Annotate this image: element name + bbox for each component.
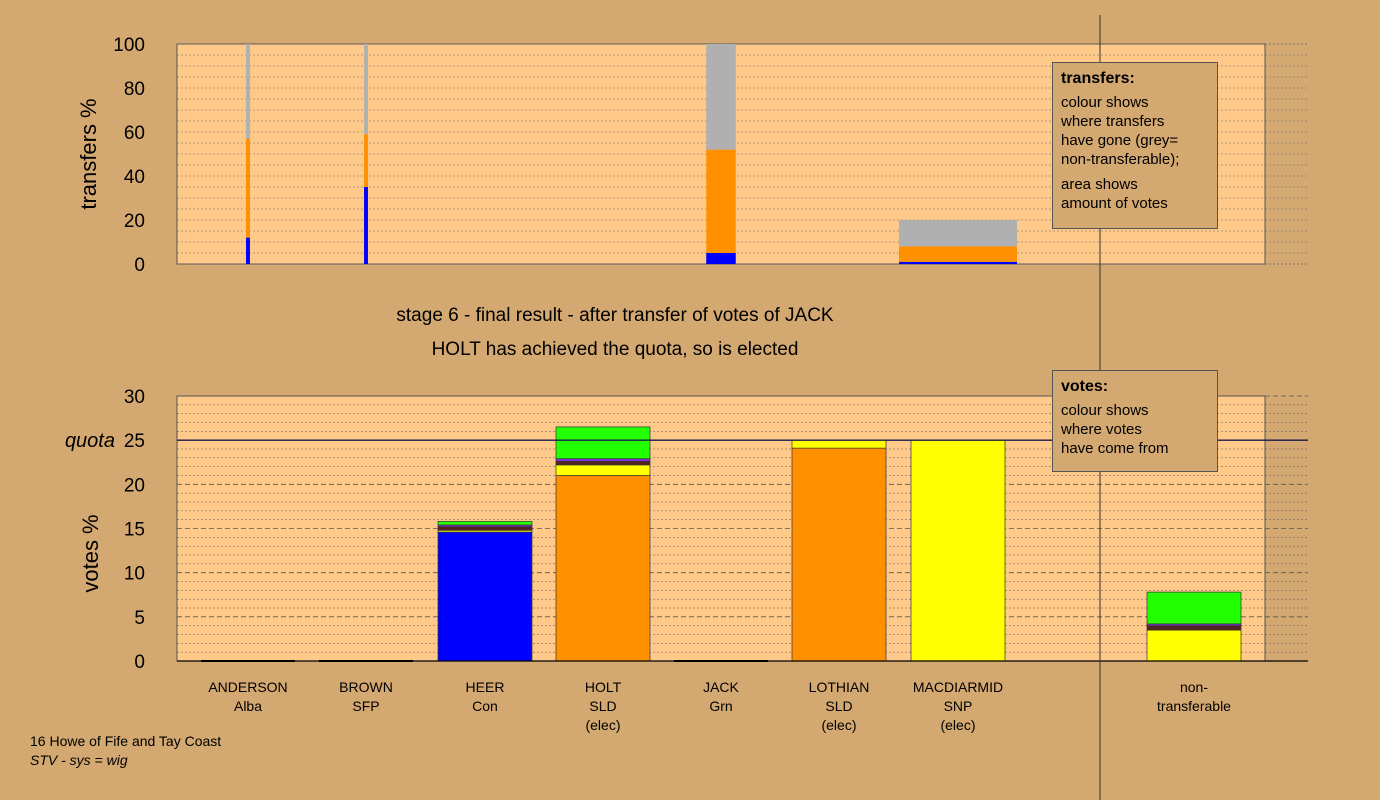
y-tick-label: 0 — [134, 255, 145, 276]
transfer-bar-segment — [246, 237, 250, 264]
votes-legend-title: votes: — [1061, 378, 1109, 395]
constituency-label: 16 Howe of Fife and Tay Coast — [30, 733, 222, 749]
transfers-legend-title: transfers: — [1061, 70, 1135, 87]
candidate-status: (elec) — [940, 717, 976, 733]
vote-bar-segment — [791, 447, 887, 662]
y-tick-label: 80 — [124, 79, 145, 100]
y-axis-label: transfers % — [76, 98, 101, 209]
vote-bar-segment — [555, 458, 651, 462]
candidate-label: ANDERSON Alba — [188, 678, 308, 716]
candidate-status: (elec) — [585, 717, 621, 733]
transfer-bar-segment — [899, 220, 1017, 247]
candidate-label: HEER Con — [425, 678, 545, 716]
y-tick-label: 30 — [124, 387, 145, 408]
vote-bar-segment — [910, 439, 1006, 662]
candidate-name: non- — [1179, 679, 1209, 695]
transfer-bar-segment — [364, 134, 368, 187]
candidate-name: ANDERSON — [208, 679, 288, 695]
candidate-name: BROWN — [339, 679, 393, 695]
candidate-label: MACDIARMID SNP (elec) — [898, 678, 1018, 735]
y-tick-label: 15 — [124, 520, 145, 541]
transfers-legend-line: amount of votes — [1061, 195, 1168, 212]
candidate-party: transferable — [1157, 698, 1231, 714]
candidate-party: SLD — [589, 698, 617, 714]
candidate-label: JACK Grn — [661, 678, 781, 716]
transfers-legend-line: non-transferable); — [1061, 151, 1180, 168]
candidate-party: SNP — [943, 698, 973, 714]
result-caption: HOLT has achieved the quota, so is elect… — [431, 339, 799, 360]
y-tick-label: 60 — [124, 123, 145, 144]
vote-bar-segment — [555, 475, 651, 662]
votes-legend-line: colour shows — [1061, 402, 1149, 419]
transfer-bar-segment — [706, 149, 736, 253]
vote-bar-segment — [1146, 591, 1242, 625]
transfer-bar-segment — [706, 44, 736, 150]
y-tick-label: 20 — [124, 475, 145, 496]
transfer-bar-segment — [246, 44, 250, 139]
candidate-name: LOTHIAN — [808, 679, 870, 695]
candidate-name: HEER — [465, 679, 505, 695]
transfer-bar-segment — [899, 246, 1017, 262]
vote-bar-segment — [555, 426, 651, 460]
candidate-label: BROWN SFP — [306, 678, 426, 716]
candidate-label: LOTHIAN SLD (elec) — [779, 678, 899, 735]
y-tick-label: 0 — [134, 652, 145, 673]
vote-bar-segment — [437, 521, 533, 526]
candidate-name: MACDIARMID — [912, 679, 1004, 695]
y-axis-label: votes % — [78, 514, 103, 592]
y-tick-label: 10 — [124, 564, 145, 585]
stage-caption: stage 6 - final result - after transfer … — [396, 305, 834, 326]
transfer-bar-segment — [899, 261, 1017, 264]
transfer-bar-segment — [364, 187, 368, 264]
transfer-bar-segment — [706, 253, 736, 264]
candidate-party: SFP — [352, 698, 380, 714]
y-tick-label: 40 — [124, 167, 145, 188]
candidate-name: JACK — [703, 679, 739, 695]
y-tick-label: 100 — [113, 35, 145, 56]
candidate-party: Con — [472, 698, 498, 714]
transfers-legend-line: area shows — [1061, 176, 1138, 193]
y-tick-label: 5 — [134, 608, 145, 629]
transfer-bar-segment — [246, 138, 250, 238]
candidate-status: (elec) — [821, 717, 857, 733]
vote-bar-segment — [1146, 629, 1242, 662]
vote-bar-segment — [437, 531, 533, 662]
system-label: STV - sys = wig — [30, 752, 128, 768]
transfers-legend-line: have gone (grey= — [1061, 132, 1179, 149]
candidate-party: Grn — [709, 698, 733, 714]
vote-bar-segment — [555, 464, 651, 476]
candidate-party: SLD — [825, 698, 853, 714]
transfers-legend: transfers: colour shows where transfers … — [1052, 62, 1218, 229]
transfers-legend-line: where transfers — [1061, 113, 1165, 130]
vote-bar-segment — [791, 439, 887, 449]
vote-bar-segment — [555, 461, 651, 466]
votes-legend-line: where votes — [1061, 421, 1142, 438]
candidate-label: HOLT SLD (elec) — [543, 678, 663, 735]
transfer-bar-segment — [364, 44, 368, 135]
votes-legend: votes: colour shows where votes have com… — [1052, 370, 1218, 472]
vote-bar-segment — [1146, 625, 1242, 631]
vote-bar-segment — [437, 526, 533, 531]
candidate-label: non-transferable — [1134, 678, 1254, 716]
candidate-name: HOLT — [584, 679, 622, 695]
transfers-legend-line: colour shows — [1061, 94, 1149, 111]
quota-label: quota — [65, 430, 115, 452]
y-tick-label: 25 — [124, 431, 145, 452]
votes-legend-line: have come from — [1061, 440, 1169, 457]
candidate-party: Alba — [233, 698, 263, 714]
y-tick-label: 20 — [124, 211, 145, 232]
